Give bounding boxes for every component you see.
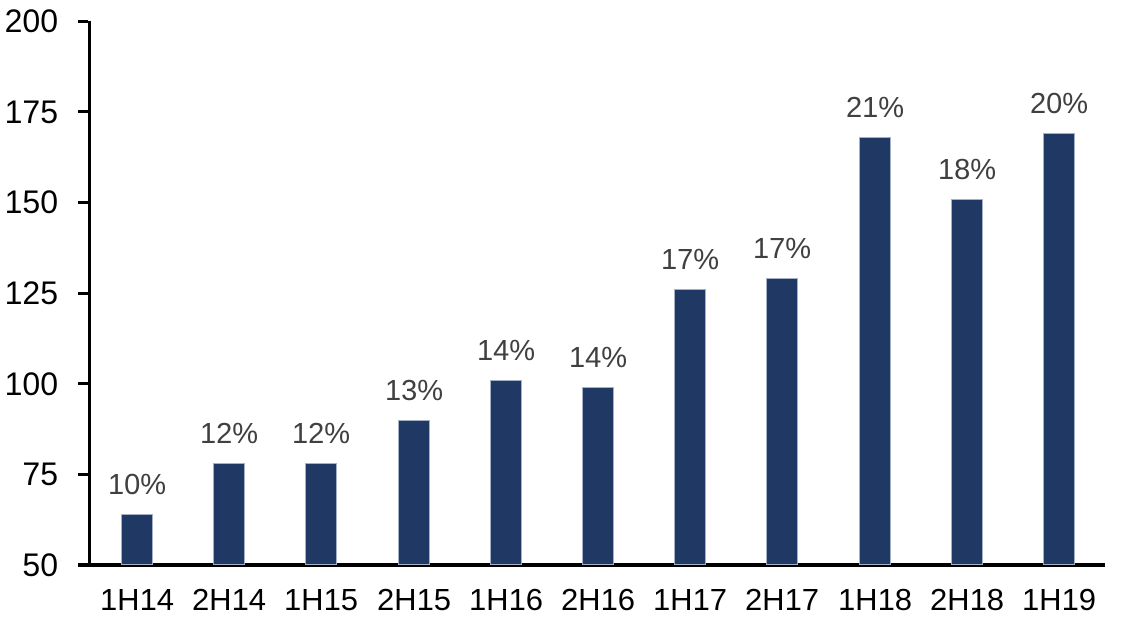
bar-value-label: 18% (937, 154, 997, 186)
bar-value-label: 12% (291, 418, 351, 450)
y-axis-tick (78, 201, 88, 204)
y-axis-tick-label: 200 (4, 3, 58, 39)
bar-value-label: 10% (107, 469, 167, 501)
x-axis-category-label: 1H16 (468, 582, 544, 617)
bar-value-label: 21% (845, 92, 905, 124)
y-axis-tick (78, 292, 88, 295)
y-axis-tick-label: 100 (4, 366, 58, 402)
bar-2H16 (582, 387, 614, 565)
x-axis-category-label: 1H14 (99, 582, 175, 617)
y-axis-tick-label: 75 (22, 456, 58, 492)
bar-value-label: 17% (752, 233, 812, 265)
y-axis-tick (78, 20, 88, 23)
y-axis-tick (78, 473, 88, 476)
x-axis-category-label: 1H15 (283, 582, 359, 617)
bar-value-label: 14% (476, 335, 536, 367)
bar-value-label: 12% (199, 418, 259, 450)
y-axis-tick (78, 382, 88, 385)
bar-value-label: 13% (384, 375, 444, 407)
x-axis-category-label: 2H14 (191, 582, 267, 617)
y-axis-tick (78, 110, 88, 113)
bar-1H19 (1043, 133, 1075, 565)
y-axis-tick-label: 50 (22, 547, 58, 583)
bar-1H17 (674, 289, 706, 565)
bar-1H18 (859, 137, 891, 565)
bar-value-label: 14% (568, 342, 628, 374)
bar-2H15 (398, 420, 430, 565)
bar-2H18 (951, 199, 983, 565)
bar-2H14 (213, 463, 245, 565)
y-axis-line (88, 21, 91, 567)
x-axis-category-label: 1H17 (652, 582, 728, 617)
x-axis-category-label: 1H19 (1021, 582, 1097, 617)
x-axis-category-label: 1H18 (837, 582, 913, 617)
x-axis-category-label: 2H18 (929, 582, 1005, 617)
x-axis-category-label: 2H16 (560, 582, 636, 617)
bar-1H15 (305, 463, 337, 565)
bar-value-label: 17% (660, 244, 720, 276)
x-axis-category-label: 2H17 (744, 582, 820, 617)
y-axis-tick (78, 564, 88, 567)
bar-1H14 (121, 514, 153, 565)
y-axis-tick-label: 175 (4, 94, 58, 130)
bar-1H16 (490, 380, 522, 565)
bar-2H17 (766, 278, 798, 565)
x-axis-line (78, 563, 1105, 567)
y-axis-tick-label: 125 (4, 275, 58, 311)
bar-value-label: 20% (1029, 88, 1089, 120)
y-axis-tick-label: 150 (4, 184, 58, 220)
x-axis-category-label: 2H15 (376, 582, 452, 617)
